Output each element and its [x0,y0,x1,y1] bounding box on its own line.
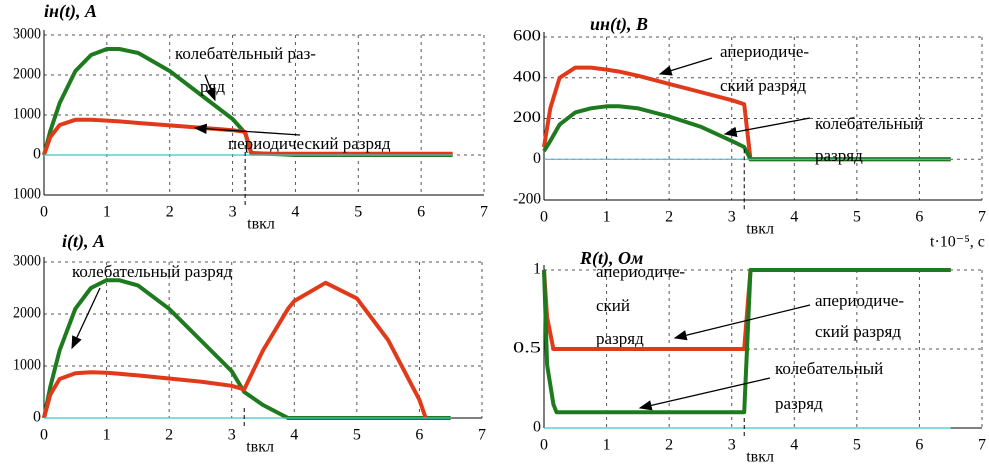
x-tick-label: 2 [665,437,673,454]
series-line [42,117,453,156]
y-tick-label: 1000 [13,106,41,123]
x-tick-label: 3 [229,204,237,221]
annotation-arrow [673,304,811,341]
chart-title: uн(t), В [590,14,648,35]
annotation: апериодиче- [720,42,809,61]
y-tick-label: 1000 [13,186,41,203]
x-tick-label: 6 [415,427,423,444]
x-tick-label: 6 [915,437,923,454]
switch-label: tвкл [746,221,774,238]
x-tick-label: 5 [853,437,861,454]
y-tick-label: 2000 [13,66,41,83]
annotation: ский разряд [720,76,806,95]
annotation: ский разряд [815,322,901,341]
x-tick-label: 1 [103,427,111,444]
annotation: колебательный [775,359,883,378]
x-tick-label: 0 [540,437,548,454]
x-tick-label: 4 [290,427,298,444]
y-tick-label: 2000 [13,305,41,322]
chart-title: iн(t), А [44,1,97,22]
x-tick-label: 1 [603,209,611,226]
x-tick-label: 5 [353,427,361,444]
annotation: колебательный [815,114,923,133]
y-tick-label: 0 [33,146,41,163]
annotation: апериодиче- [596,262,685,281]
y-tick-label: 0 [533,419,541,436]
y-tick-label: 400 [513,68,541,85]
x-tick-label: 7 [478,427,486,444]
x-tick-label: 0 [40,427,48,444]
switch-label: tвкл [746,449,774,466]
y-tick-label: 0 [533,150,541,167]
x-tick-label: 6 [417,204,425,221]
x-tick-label: 3 [228,427,236,444]
annotation: колебательный раз- [175,44,316,63]
annotation: апериодиче- [815,291,904,310]
y-tick-label: 600 [513,28,541,45]
y-tick-label: 1000 [13,357,41,374]
series-line [542,268,951,415]
annotation-arrow [658,57,713,76]
annotation: разряд [596,329,644,348]
x-tick-label: 4 [790,437,798,454]
x-tick-label: 6 [915,209,923,226]
annotation-arrow [204,74,216,102]
annotation-arrow [638,377,771,411]
x-tick-label: 5 [853,209,861,226]
chart-title: R(t), Ом [579,248,643,269]
x-tick-label: 2 [166,204,174,221]
x-tick-label: 0 [540,209,548,226]
x-tick-label: 4 [790,209,798,226]
annotation-arrow [193,123,301,136]
x-tick-label: 2 [165,427,173,444]
switch-label: tвкл [247,216,275,233]
y-tick-label: 3000 [13,253,41,270]
y-tick-label: 1 [533,261,541,278]
x-tick-label: 7 [978,437,986,454]
x-axis-label: t·10⁻⁵, с [930,234,985,251]
switch-label: tвкл [246,439,274,456]
annotation: разряд [775,394,823,413]
series-line [42,278,451,420]
x-tick-label: 0 [40,204,48,221]
y-tick-label: -200 [513,191,541,208]
annotation: колебательный разряд [72,262,233,281]
series-line [42,280,428,419]
y-tick-label: 200 [513,109,541,126]
x-tick-label: 3 [728,437,736,454]
y-tick-label: 3000 [13,26,41,43]
x-tick-label: 1 [603,437,611,454]
x-tick-label: 7 [480,204,488,221]
annotation: разряд [815,146,863,165]
x-tick-label: 1 [103,204,111,221]
annotation-arrow [71,287,101,350]
y-tick-label: 0.5 [513,340,541,357]
y-tick-label: 0 [33,409,41,426]
x-tick-label: 2 [665,209,673,226]
annotation: ский [596,296,630,315]
x-tick-label: 4 [291,204,299,221]
x-tick-label: 7 [978,209,986,226]
x-tick-label: 3 [728,209,736,226]
annotation-arrow [723,117,811,137]
annotation: периодический разряд [228,134,391,153]
chart-title: i(t), А [62,231,105,252]
x-tick-label: 5 [354,204,362,221]
